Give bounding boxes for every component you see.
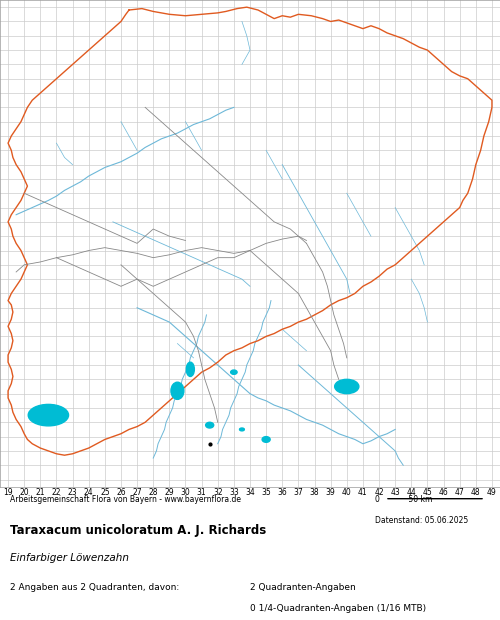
Ellipse shape	[230, 370, 237, 374]
Text: 2 Quadranten-Angaben: 2 Quadranten-Angaben	[250, 583, 356, 591]
Ellipse shape	[262, 436, 270, 442]
Text: Taraxacum unicoloratum A. J. Richards: Taraxacum unicoloratum A. J. Richards	[10, 524, 266, 537]
Text: 0            50 km: 0 50 km	[375, 495, 432, 503]
Ellipse shape	[206, 422, 214, 428]
Ellipse shape	[186, 362, 194, 376]
Text: 2 Angaben aus 2 Quadranten, davon:: 2 Angaben aus 2 Quadranten, davon:	[10, 583, 179, 591]
Ellipse shape	[334, 379, 359, 394]
Ellipse shape	[240, 428, 244, 431]
Text: Einfarbiger Löwenzahn: Einfarbiger Löwenzahn	[10, 554, 129, 564]
Text: Arbeitsgemeinschaft Flora von Bayern - www.bayernflora.de: Arbeitsgemeinschaft Flora von Bayern - w…	[10, 495, 241, 503]
Text: Datenstand: 05.06.2025: Datenstand: 05.06.2025	[375, 516, 468, 525]
Text: 0 1/4-Quadranten-Angaben (1/16 MTB): 0 1/4-Quadranten-Angaben (1/16 MTB)	[250, 604, 426, 613]
Ellipse shape	[28, 404, 68, 426]
Ellipse shape	[171, 382, 184, 399]
